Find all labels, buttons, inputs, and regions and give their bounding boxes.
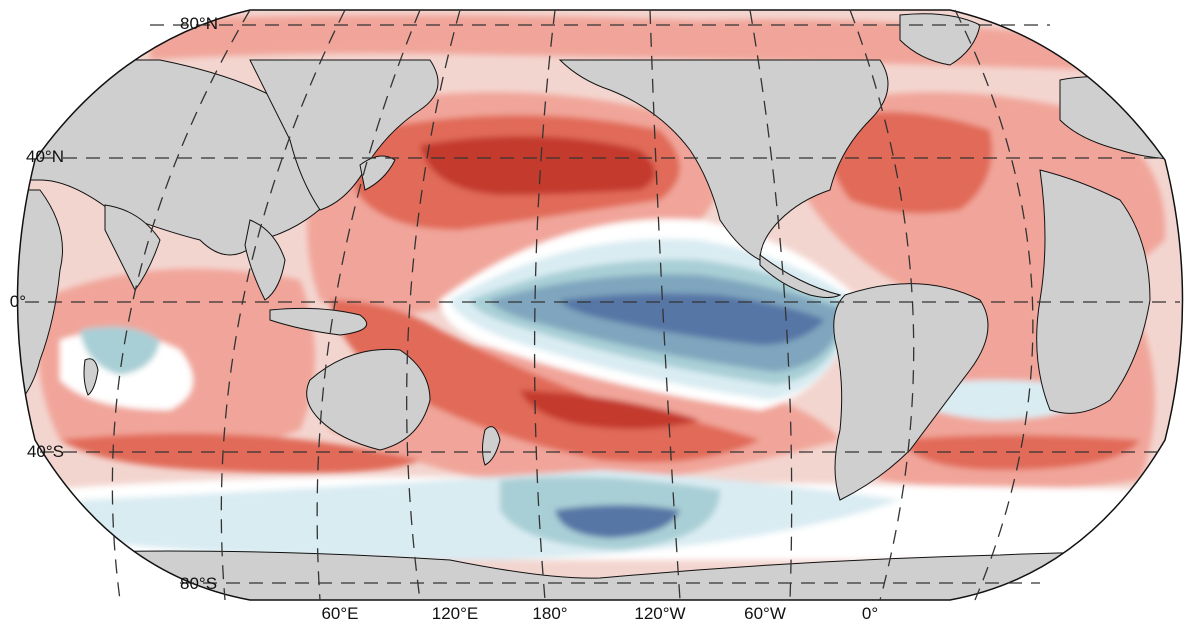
meridian-60e [316, 9, 421, 601]
cool-anomaly-equatorial-pacific-core [560, 293, 825, 345]
land-east-asia [249, 59, 439, 211]
meridian-180 [533, 9, 556, 601]
meridian-60w [749, 9, 793, 601]
land-madagascar [83, 358, 99, 396]
meridian-0-west [111, 9, 251, 601]
warm-anomaly-north-atlantic-core [827, 112, 992, 214]
meridian-60e-east [954, 9, 1034, 601]
land-indochina [244, 219, 286, 301]
land-indonesia [269, 307, 368, 336]
lon-label-180: 180° [532, 604, 568, 623]
anomaly-field [37, 15, 1166, 560]
lat-label-80s: 80°S [180, 574, 218, 593]
lon-label-60w: 60°W [744, 604, 786, 623]
land-greenland [899, 13, 981, 66]
land-central-america [759, 254, 842, 298]
land-india [104, 204, 161, 291]
warm-anomaly-north-pacific-peak [420, 136, 655, 195]
meridian-60e-west [220, 9, 346, 601]
land-south-america [833, 283, 989, 501]
globe-outline [16, 9, 1184, 601]
lat-label-0: 0° [9, 292, 26, 311]
land-australia [306, 348, 431, 451]
cool-anomaly-southern-pacific-core [555, 505, 680, 538]
warm-anomaly-arctic-strip [150, 15, 1100, 70]
meridian-120w [649, 9, 681, 601]
lon-label-60e: 60°E [321, 604, 359, 623]
lat-label-40n: 40°N [26, 147, 64, 166]
lat-label-40s: 40°S [26, 442, 64, 461]
land-africa-east-side [1036, 169, 1151, 414]
cool-anomaly-indian-ocean-patch [80, 326, 160, 375]
meridian-120e [406, 9, 461, 601]
lat-label-80n: 80°N [180, 14, 218, 33]
meridian-0 [849, 9, 915, 601]
graticule [25, 9, 1180, 601]
lon-label-0: 0° [861, 604, 879, 623]
warm-anomaly-southern-band [60, 433, 420, 474]
land-new-zealand [482, 426, 501, 466]
warm-anomaly-south-pacific-peak [520, 390, 700, 429]
lon-label-120w: 120°W [634, 604, 686, 623]
lon-label-120e: 120°E [431, 604, 479, 623]
